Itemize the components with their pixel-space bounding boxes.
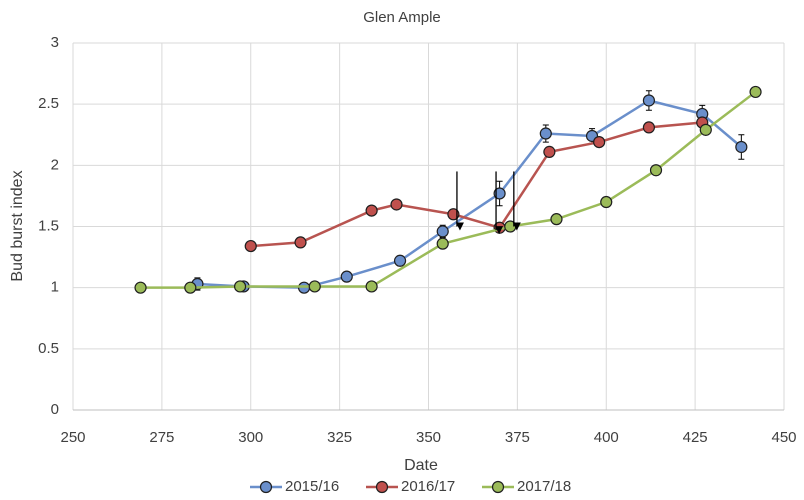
series-line bbox=[140, 90, 757, 289]
data-point bbox=[642, 121, 656, 134]
data-point bbox=[390, 198, 403, 211]
data-point bbox=[493, 187, 506, 200]
x-tick-label: 250 bbox=[60, 429, 85, 446]
x-tick-label: 375 bbox=[505, 429, 530, 446]
data-point bbox=[393, 254, 407, 267]
series-line bbox=[250, 121, 703, 248]
data-point bbox=[642, 94, 656, 107]
legend-label: 2015/16 bbox=[285, 478, 339, 495]
data-point bbox=[184, 281, 197, 294]
y-tick-label: 3 bbox=[51, 34, 59, 51]
y-axis-label: Bud burst index bbox=[9, 170, 26, 281]
data-point bbox=[340, 270, 353, 283]
chart-title: Glen Ample bbox=[363, 9, 441, 26]
x-tick-label: 450 bbox=[771, 429, 796, 446]
series-line bbox=[197, 99, 743, 289]
y-tick-label: 1 bbox=[51, 279, 59, 296]
data-point bbox=[550, 213, 563, 226]
data-point bbox=[749, 85, 762, 99]
x-axis-label: Date bbox=[404, 457, 438, 474]
data-point bbox=[134, 281, 147, 294]
legend-label: 2016/17 bbox=[401, 478, 455, 495]
legend-marker bbox=[491, 480, 505, 494]
legend-marker bbox=[259, 480, 273, 494]
y-tick-label: 2.5 bbox=[38, 95, 59, 112]
data-point bbox=[233, 280, 247, 293]
data-point bbox=[308, 280, 321, 293]
data-point bbox=[447, 208, 460, 221]
data-point bbox=[600, 195, 613, 209]
data-point bbox=[699, 123, 712, 136]
data-point bbox=[543, 145, 556, 158]
data-point bbox=[593, 135, 606, 149]
data-point bbox=[649, 164, 663, 177]
y-tick-label: 0.5 bbox=[38, 340, 59, 357]
y-tick-label: 1.5 bbox=[38, 217, 59, 234]
x-tick-label: 325 bbox=[327, 429, 352, 446]
x-tick-label: 300 bbox=[238, 429, 263, 446]
data-point bbox=[436, 225, 449, 238]
x-tick-label: 400 bbox=[594, 429, 619, 446]
data-point bbox=[244, 239, 257, 253]
data-point bbox=[539, 127, 552, 140]
x-tick-label: 275 bbox=[149, 429, 174, 446]
data-point bbox=[365, 280, 378, 293]
y-tick-label: 0 bbox=[51, 401, 59, 418]
y-tick-label: 2 bbox=[51, 156, 59, 173]
x-tick-label: 350 bbox=[416, 429, 441, 446]
legend-marker bbox=[375, 480, 389, 494]
x-tick-label: 425 bbox=[683, 429, 708, 446]
data-point bbox=[436, 237, 449, 250]
legend-label: 2017/18 bbox=[517, 478, 571, 495]
data-point bbox=[365, 204, 378, 217]
data-point bbox=[294, 236, 307, 249]
data-point bbox=[735, 140, 748, 154]
